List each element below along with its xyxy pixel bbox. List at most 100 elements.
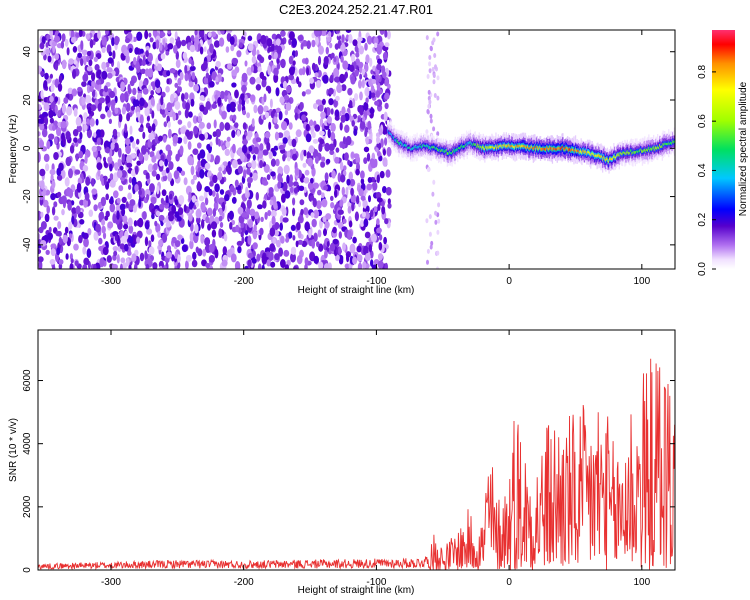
- signal-cell: [609, 157, 611, 161]
- noise-speck: [436, 229, 440, 235]
- noise-speck: [365, 136, 369, 145]
- noise-speck: [260, 216, 264, 222]
- noise-speck: [314, 30, 320, 37]
- noise-speck: [49, 169, 56, 176]
- noise-speck: [173, 44, 178, 54]
- noise-speck: [167, 121, 171, 128]
- noise-speck: [382, 186, 387, 194]
- signal-cell: [543, 148, 546, 151]
- noise-speck: [282, 80, 288, 90]
- signal-cell: [458, 146, 460, 149]
- noise-speck: [242, 31, 247, 38]
- noise-speck: [97, 102, 102, 112]
- signal-cell: [602, 155, 605, 158]
- noise-speck: [270, 261, 276, 268]
- noise-speck: [280, 30, 286, 37]
- signal-cell: [568, 147, 570, 151]
- signal-cell: [517, 145, 519, 148]
- noise-speck: [117, 158, 122, 167]
- noise-speck: [376, 227, 382, 234]
- noise-speck: [86, 50, 92, 57]
- signal-cell: [582, 149, 585, 153]
- noise-speck: [70, 258, 74, 264]
- signal-cell: [400, 141, 402, 144]
- noise-speck: [199, 149, 206, 159]
- noise-speck: [242, 109, 247, 116]
- signal-cell: [409, 146, 411, 149]
- noise-speck: [198, 195, 205, 202]
- noise-speck: [299, 199, 305, 206]
- noise-speck: [127, 217, 133, 227]
- noise-speck: [293, 265, 298, 269]
- signal-cell: [571, 148, 574, 152]
- signal-cell: [555, 148, 557, 151]
- noise-speck: [252, 230, 258, 240]
- noise-speck: [246, 199, 252, 209]
- noise-speck: [76, 182, 82, 193]
- signal-cell: [418, 144, 421, 147]
- signal-cell: [422, 144, 424, 148]
- x-tick-label: -300: [101, 577, 121, 588]
- noise-speck: [138, 127, 144, 133]
- noise-speck: [243, 169, 247, 179]
- noise-speck: [313, 232, 318, 242]
- noise-speck: [84, 154, 88, 164]
- noise-speck: [225, 165, 230, 173]
- noise-speck: [132, 87, 137, 96]
- noise-speck: [274, 123, 279, 130]
- noise-speck: [433, 93, 437, 98]
- signal-cell: [494, 147, 496, 150]
- noise-speck: [426, 248, 430, 254]
- noise-speck: [313, 209, 320, 219]
- noise-speck: [192, 251, 197, 260]
- noise-speck: [58, 162, 64, 172]
- signal-cell: [468, 141, 470, 145]
- noise-speck: [110, 99, 116, 107]
- noise-speck: [132, 98, 137, 108]
- signal-cell: [606, 157, 609, 160]
- noise-speck: [65, 131, 71, 141]
- noise-speck: [253, 146, 259, 155]
- noise-speck: [297, 34, 304, 42]
- signal-cell: [477, 143, 479, 147]
- noise-speck: [330, 52, 335, 59]
- noise-speck: [82, 165, 89, 172]
- noise-speck: [231, 159, 238, 169]
- signal-cell: [592, 153, 594, 156]
- signal-cell: [611, 158, 613, 161]
- noise-speck: [66, 106, 73, 116]
- noise-speck: [318, 45, 324, 55]
- noise-speck: [110, 142, 115, 150]
- noise-speck: [166, 78, 170, 85]
- noise-speck: [366, 35, 373, 45]
- noise-speck: [208, 188, 213, 196]
- noise-speck: [292, 197, 296, 206]
- noise-speck: [306, 67, 310, 76]
- noise-speck: [177, 119, 183, 125]
- noise-speck: [279, 96, 285, 104]
- noise-speck: [75, 205, 81, 215]
- noise-speck: [150, 97, 155, 106]
- noise-speck: [112, 128, 118, 137]
- noise-speck: [98, 237, 103, 245]
- noise-speck: [288, 66, 295, 76]
- signal-cell: [486, 147, 488, 151]
- signal-cell: [657, 145, 659, 149]
- signal-cell: [559, 146, 562, 150]
- noise-speck: [380, 138, 384, 148]
- noise-speck: [125, 102, 131, 113]
- noise-speck: [96, 137, 101, 146]
- noise-speck: [190, 178, 195, 185]
- noise-speck: [144, 250, 148, 261]
- noise-speck: [378, 128, 383, 136]
- noise-speck: [250, 64, 254, 73]
- noise-speck: [334, 189, 338, 198]
- noise-speck: [109, 179, 116, 188]
- signal-cell: [672, 140, 674, 144]
- noise-speck: [355, 195, 360, 205]
- noise-speck: [118, 185, 124, 192]
- noise-speck: [320, 30, 327, 37]
- noise-speck: [93, 263, 97, 269]
- signal-cell: [575, 149, 577, 152]
- noise-speck: [91, 145, 98, 152]
